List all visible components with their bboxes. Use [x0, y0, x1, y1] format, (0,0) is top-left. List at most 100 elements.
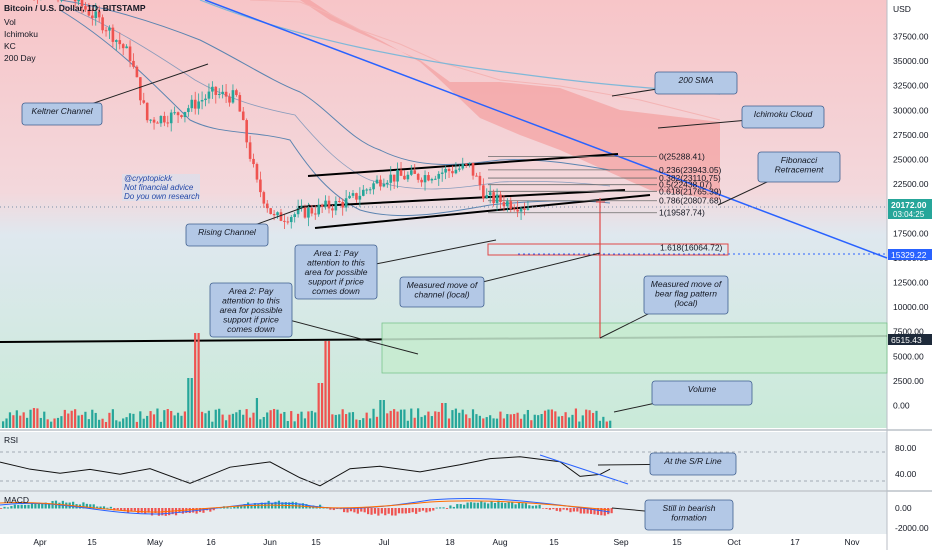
volume-bar [214, 409, 217, 428]
candle-body [97, 11, 101, 18]
macd-histogram-bar [538, 504, 541, 509]
volume-bar [104, 421, 108, 428]
candle-body [104, 30, 108, 32]
price-tick: 10000.00 [893, 302, 929, 312]
volume-bar [516, 412, 519, 428]
macd-histogram-bar [137, 508, 140, 514]
volume-bar [530, 420, 533, 428]
candle-body [509, 201, 513, 209]
sr-note-box[interactable] [649, 452, 737, 476]
candle-body [193, 99, 197, 109]
candle-body [156, 122, 159, 124]
keltner-mid-band [59, 3, 611, 190]
volume-bar [19, 415, 22, 428]
volume-bar [358, 420, 361, 428]
macd-histogram-bar [600, 508, 603, 516]
candle-body [392, 174, 396, 182]
macd-histogram-bar [603, 508, 606, 516]
volume-bar [585, 409, 588, 428]
rsi-label: RSI [4, 435, 18, 445]
volume-bar [101, 418, 104, 428]
macd-histogram-bar [507, 501, 510, 509]
candle-body [303, 206, 307, 218]
ichimoku-note-box[interactable] [741, 105, 825, 129]
volume-bar [235, 412, 238, 428]
macd-histogram-bar [428, 508, 431, 512]
area2-note-text: support if price [223, 315, 279, 325]
volume-bar [74, 409, 77, 428]
macd-group [0, 498, 613, 516]
rsi-line-group [0, 454, 629, 487]
area2-note-text: Area 2: Pay [228, 286, 274, 296]
macd-histogram-bar [473, 502, 476, 509]
volume-bar [194, 333, 197, 428]
volume-bar [434, 411, 437, 428]
area1-note-box[interactable] [294, 244, 378, 300]
macd-histogram-bar [13, 504, 16, 509]
macd-histogram-bar [6, 507, 10, 509]
candle-body [313, 213, 317, 215]
candle-body [283, 220, 286, 222]
candle-body [413, 170, 417, 174]
volume-bar [290, 411, 293, 428]
level-a-tag-bg[interactable] [888, 249, 932, 260]
area2-note-box[interactable] [209, 282, 293, 338]
keltner-note-box[interactable] [21, 102, 103, 126]
macd-histogram-bar [10, 506, 13, 509]
sma200-note-box[interactable] [654, 71, 738, 95]
macd-histogram-bar [212, 508, 215, 511]
time-tick: 17 [790, 537, 800, 547]
volume-bar [393, 409, 396, 428]
volume-bar [317, 383, 320, 428]
volume-bar [63, 409, 66, 428]
macd-histogram-bar [356, 508, 359, 514]
candle-body [149, 119, 152, 121]
price-tick: 7500.00 [893, 327, 924, 337]
volume-bar [561, 415, 564, 428]
volume-bar [609, 420, 612, 428]
volume-bar [420, 416, 423, 428]
volume-bar [506, 414, 509, 428]
price-axis-ticks: 37500.00 35000.00 32500.00 30000.00 27500.00… [893, 31, 929, 410]
rising-channel-note-box[interactable] [185, 223, 269, 247]
volume-bar [341, 409, 344, 428]
time-tick: 15 [311, 537, 321, 547]
fibonacci-levels: 0(25288.41) 0.236(23943.05)0.382(23110.75… [488, 152, 723, 252]
macd-histogram-bar [559, 508, 562, 512]
macd-histogram-bar [257, 504, 260, 509]
volume-bar [454, 408, 457, 428]
volume-bar [444, 403, 447, 428]
macd-histogram-bar [562, 508, 565, 510]
current-price-tag-bg[interactable] [888, 199, 932, 219]
candle-body [121, 44, 125, 49]
candle-body [176, 112, 180, 116]
price-tick: 22500.00 [893, 179, 929, 189]
volume-bar [578, 421, 581, 428]
level-b-tag-bg[interactable] [888, 334, 932, 345]
price-tick: 32500.00 [893, 81, 929, 91]
macd-histogram-bar [425, 508, 428, 513]
macd-histogram-bar [96, 506, 99, 509]
bearish-note-box[interactable] [644, 499, 734, 531]
measured-channel-note-box[interactable] [399, 276, 485, 308]
volume-bar [550, 409, 553, 428]
macd-histogram-bar [565, 508, 569, 511]
volume-bar [200, 411, 204, 428]
volume-bar [142, 418, 145, 428]
rising-channel-note-text: Rising Channel [198, 227, 257, 237]
candle-body [389, 174, 393, 183]
volume-bar [567, 417, 571, 428]
fib-note-box[interactable] [757, 151, 841, 183]
candle-body [464, 163, 468, 165]
measured-bear-note-box[interactable] [643, 275, 729, 315]
candle-body [379, 179, 382, 187]
macd-histogram-bar [120, 508, 123, 511]
macd-histogram-bar [332, 508, 335, 511]
candle-body [248, 142, 252, 159]
volume-bar [84, 411, 87, 428]
volume-note-box[interactable] [651, 380, 753, 406]
candle-body [276, 212, 279, 216]
volume-bar [355, 419, 358, 428]
measured-bear-note-text: (local) [674, 298, 697, 308]
